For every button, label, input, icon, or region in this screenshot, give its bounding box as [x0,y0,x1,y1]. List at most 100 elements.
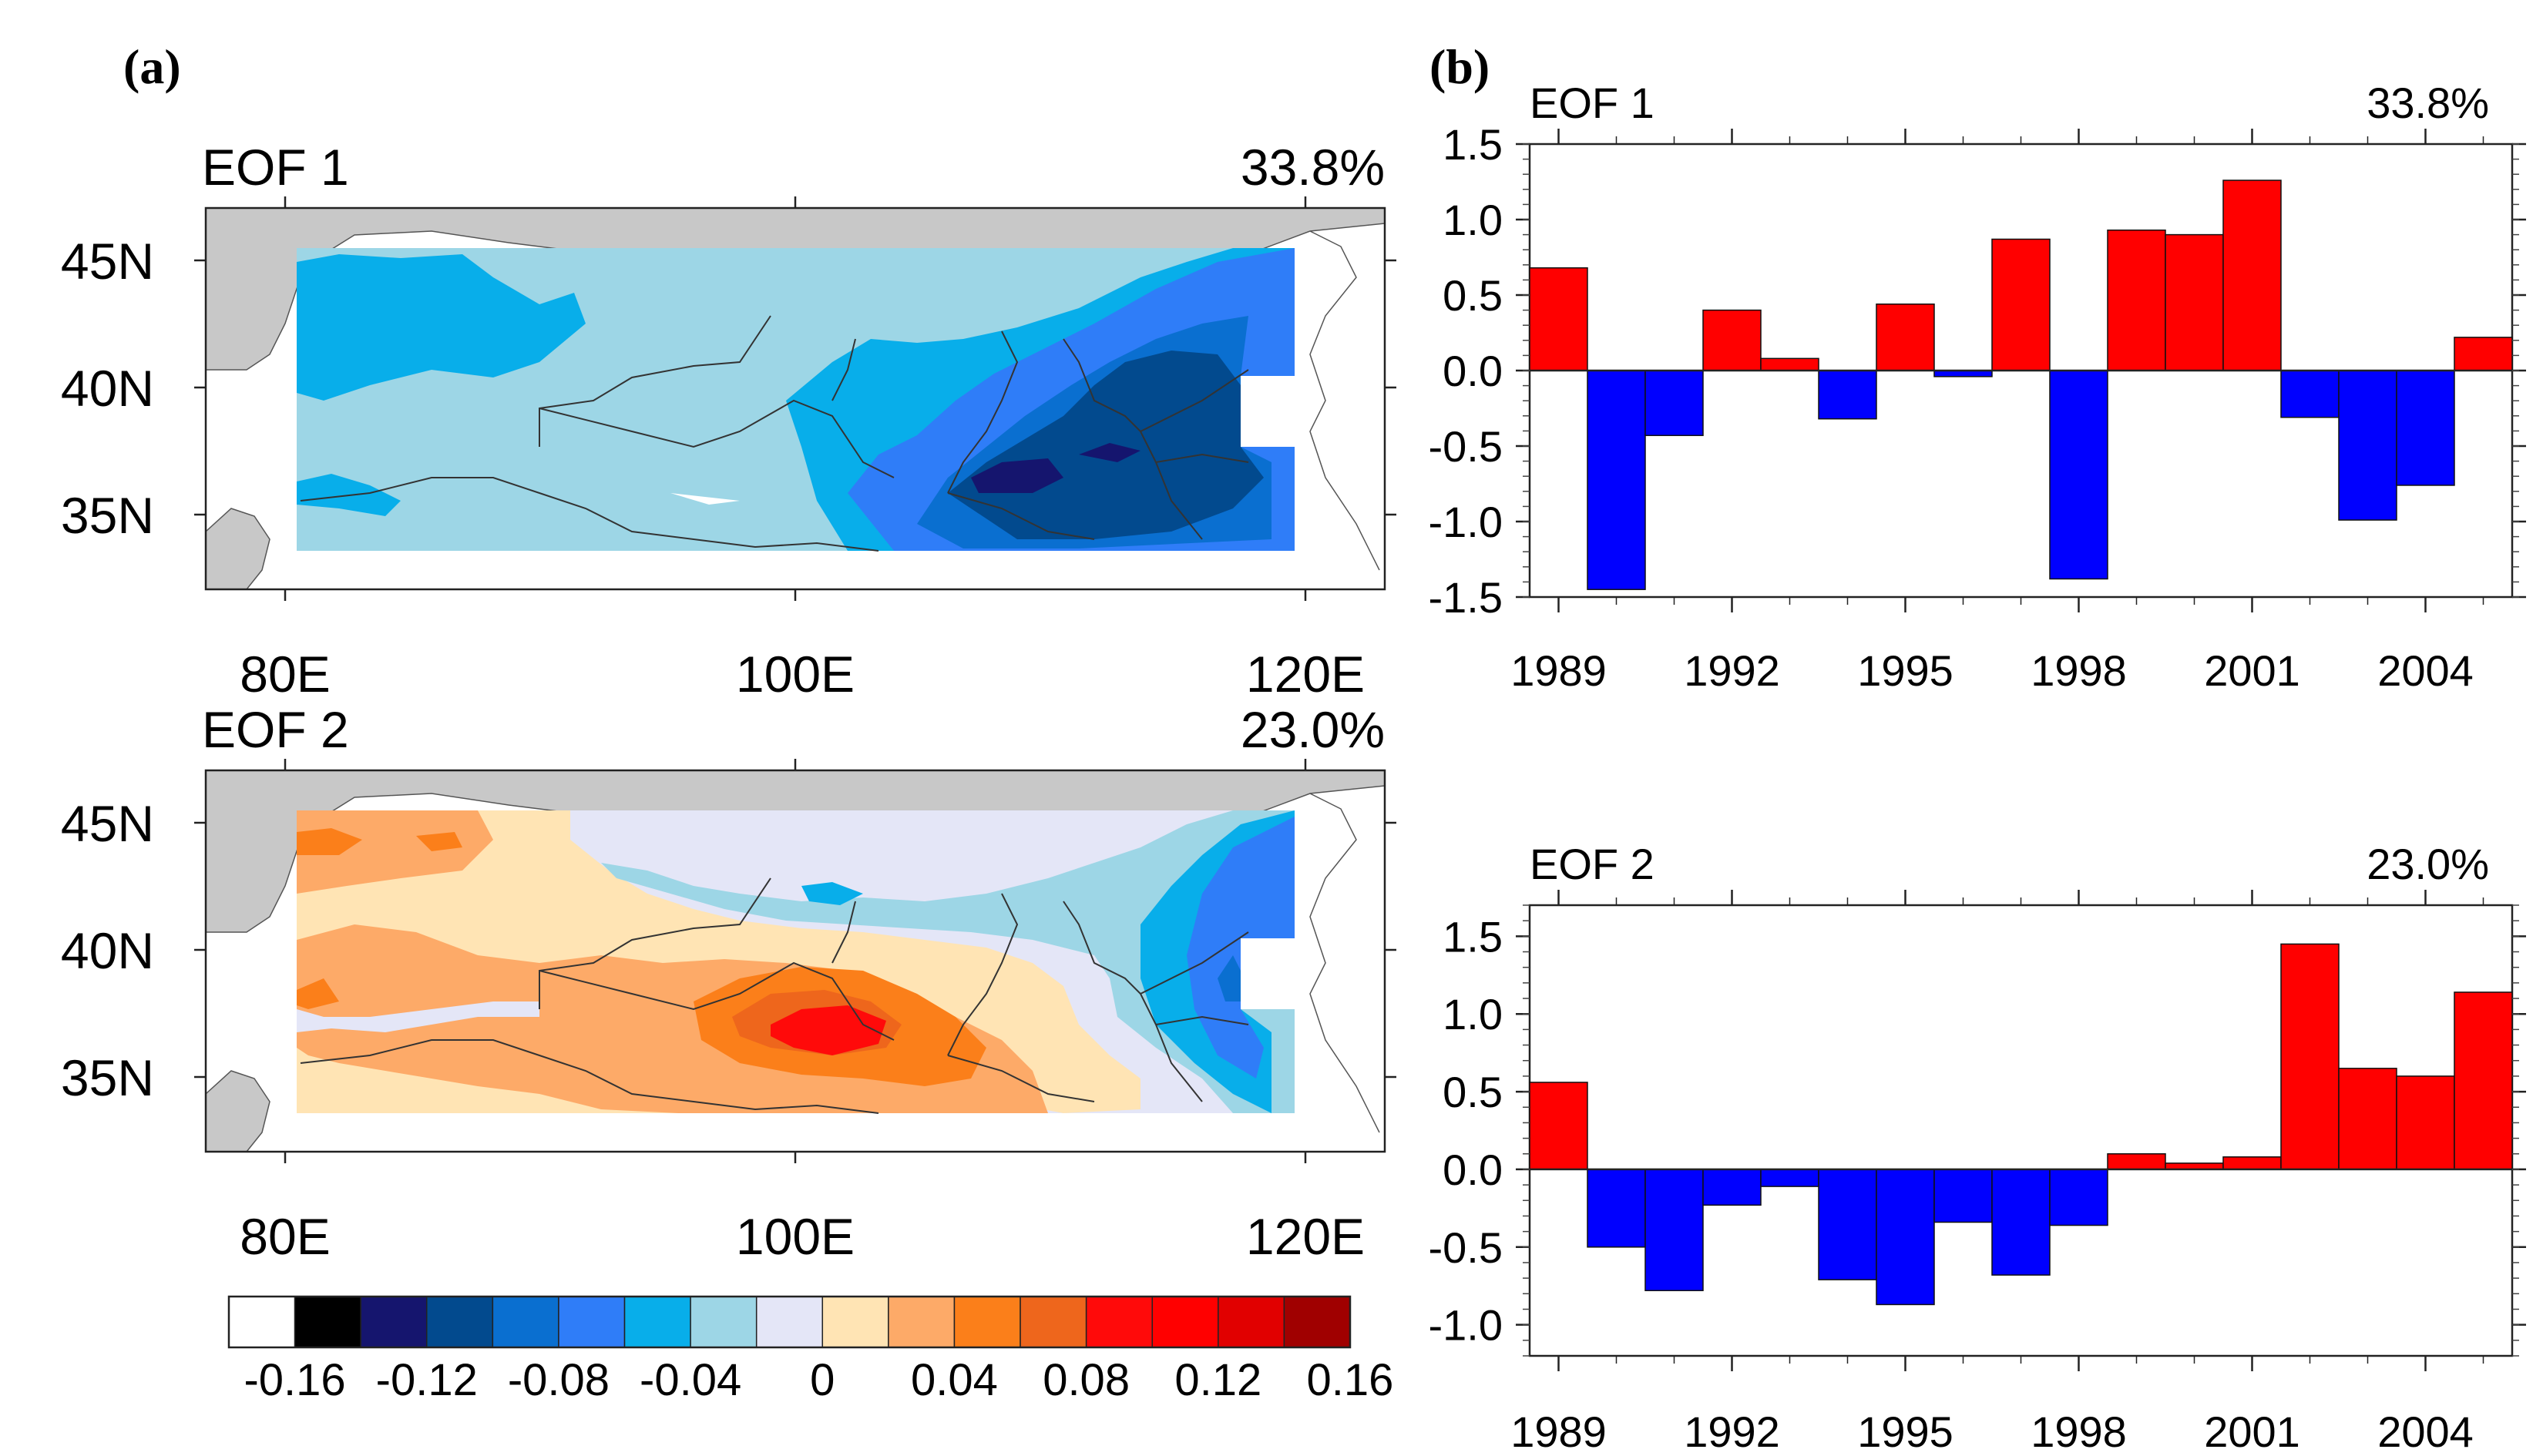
eof2-bar-2005 [2454,991,2513,1170]
colorbar-swatch-9 [821,1296,889,1348]
eof1-land-sw [206,508,270,589]
eof1-contour-east-6 [1079,443,1140,462]
eof2-bar-1992 [1702,1169,1762,1206]
eof1-map: EOF 1 33.8% [61,139,1396,703]
panel-label-b: (b) [1429,39,1490,94]
panel-label-a: (a) [123,39,181,94]
eof1-lon-100e: 100E [736,646,855,703]
colorbar-swatch-3 [426,1296,494,1348]
eof1-bar-2004 [2396,370,2455,486]
eof2-lon-120e: 120E [1246,1208,1365,1265]
colorbar-label-7: 0.12 [1174,1355,1261,1405]
colorbar-frame [227,1295,1352,1349]
colorbar-label-2: -0.08 [508,1355,610,1405]
colorbar-swatch-1 [294,1296,361,1348]
colorbar-swatch-14 [1151,1296,1219,1348]
eof2-bar-2002 [2280,943,2340,1170]
eof1-bar-2003 [2338,370,2397,521]
eof2-lat-45n: 45N [61,795,154,852]
eof1-xtick-label-2001: 2001 [2204,646,2300,695]
eof1-ytick-label-3: 0.0 [1443,347,1503,395]
eof1-xtick-label-1995: 1995 [1857,646,1953,695]
colorbar-swatch-13 [1085,1296,1153,1348]
eof1-lat-40n: 40N [61,360,154,417]
eof2-bar-1999 [2107,1153,2166,1170]
eof1-chart-variance: 33.8% [2367,79,2489,127]
eof2-contour-neg-1 [601,810,1295,1113]
eof2-timeseries-chart: 1.5 1.0 0.5 0.0 -0.5 -1.0 1989 1992 1995 1998 2001… [1429,840,2526,1456]
colorbar-swatch-5 [558,1296,626,1348]
eof2-bar-2004 [2396,1075,2455,1170]
colorbar-swatch-0 [228,1296,296,1348]
eof1-bar-1998 [2049,370,2108,580]
eof2-bar-1994 [1818,1169,1877,1280]
eof1-lon-120e: 120E [1246,646,1365,703]
eof1-ytick-label-6: -1.5 [1429,573,1503,622]
eof2-lon-80e: 80E [240,1208,330,1265]
colorbar-swatch-15 [1218,1296,1285,1348]
eof1-bar-1999 [2107,229,2166,371]
eof2-bar-1990 [1587,1169,1646,1248]
colorbar-swatch-6 [623,1296,691,1348]
eof2-contour-neg-2 [801,882,863,905]
eof2-bar-2001 [2222,1156,2282,1170]
eof2-xtick-label-1998: 1998 [2031,1407,2127,1456]
eof1-bar-1993 [1760,357,1819,371]
eof1-boundaries [300,315,1249,552]
eof1-chart-title: EOF 1 [1530,79,1654,127]
eof2-bar-1995 [1876,1169,1935,1306]
eof2-contour-pos-5 [416,832,462,851]
colorbar-swatch-8 [755,1296,824,1348]
colorbar-swatch-11 [953,1296,1021,1348]
eof1-contour-west-a [297,254,586,401]
colorbar-label-6: 0.08 [1043,1355,1130,1405]
colorbar-label-0: -0.16 [244,1355,345,1405]
eof1-ytick-label-2: 0.5 [1443,271,1503,320]
eof1-bar-1997 [1991,238,2051,371]
eof1-map-ticks [194,196,1396,601]
eof1-field-notch [1241,376,1295,447]
eof2-chart-variance: 23.0% [2367,840,2489,888]
eof1-bar-2005 [2454,337,2513,371]
eof2-coast [1309,793,1380,1133]
colorbar: -0.16 -0.12 -0.08 -0.04 0 0.04 0.08 0.12 0.16 [227,1295,1393,1405]
eof2-ytick-label-2: 0.5 [1443,1068,1503,1116]
eof2-ytick-label-4: -0.5 [1429,1223,1503,1272]
eof2-map-variance: 23.0% [1241,701,1385,758]
colorbar-label-5: 0.04 [911,1355,998,1405]
colorbar-label-1: -0.12 [376,1355,478,1405]
eof2-xtick-label-2001: 2001 [2204,1407,2300,1456]
eof2-bar-2003 [2338,1068,2397,1170]
eof1-lat-45n: 45N [61,233,154,290]
eof1-lat-35n: 35N [61,487,154,544]
eof1-ytick-label-4: -0.5 [1429,422,1503,471]
colorbar-swatch-10 [888,1296,956,1348]
eof1-map-title: EOF 1 [202,139,349,196]
eof2-map-title: EOF 2 [202,701,349,758]
eof2-xtick-label-1995: 1995 [1857,1407,1953,1456]
eof1-bar-1991 [1644,370,1704,437]
eof2-contour-neg-4 [1187,817,1295,1079]
eof2-contour-pos-4 [297,828,362,855]
eof2-xtick-label-1992: 1992 [1684,1407,1780,1456]
eof2-contour-pos-6 [297,978,339,1009]
eof2-contour-pos-9 [771,1005,886,1055]
eof1-ytick-label-5: -1.0 [1429,498,1503,546]
eof1-contour-east-5 [971,458,1063,493]
eof2-boundaries [300,877,1249,1114]
eof1-xtick-label-1989: 1989 [1510,646,1607,695]
eof2-map-ticks [194,759,1396,1163]
colorbar-swatch-4 [492,1296,559,1348]
eof2-field-notch [1241,938,1295,1009]
eof1-ytick-label-0: 1.5 [1443,120,1503,169]
eof2-lat-40n: 40N [61,922,154,979]
eof1-bar-2000 [2165,233,2224,371]
eof2-ytick-label-1: 1.0 [1443,990,1503,1038]
colorbar-label-4: 0 [810,1355,835,1405]
eof2-ytick-label-0: 1.5 [1443,912,1503,961]
eof2-bar-1998 [2049,1169,2108,1226]
colorbar-label-3: -0.04 [640,1355,741,1405]
eof1-xtick-label-1998: 1998 [2031,646,2127,695]
